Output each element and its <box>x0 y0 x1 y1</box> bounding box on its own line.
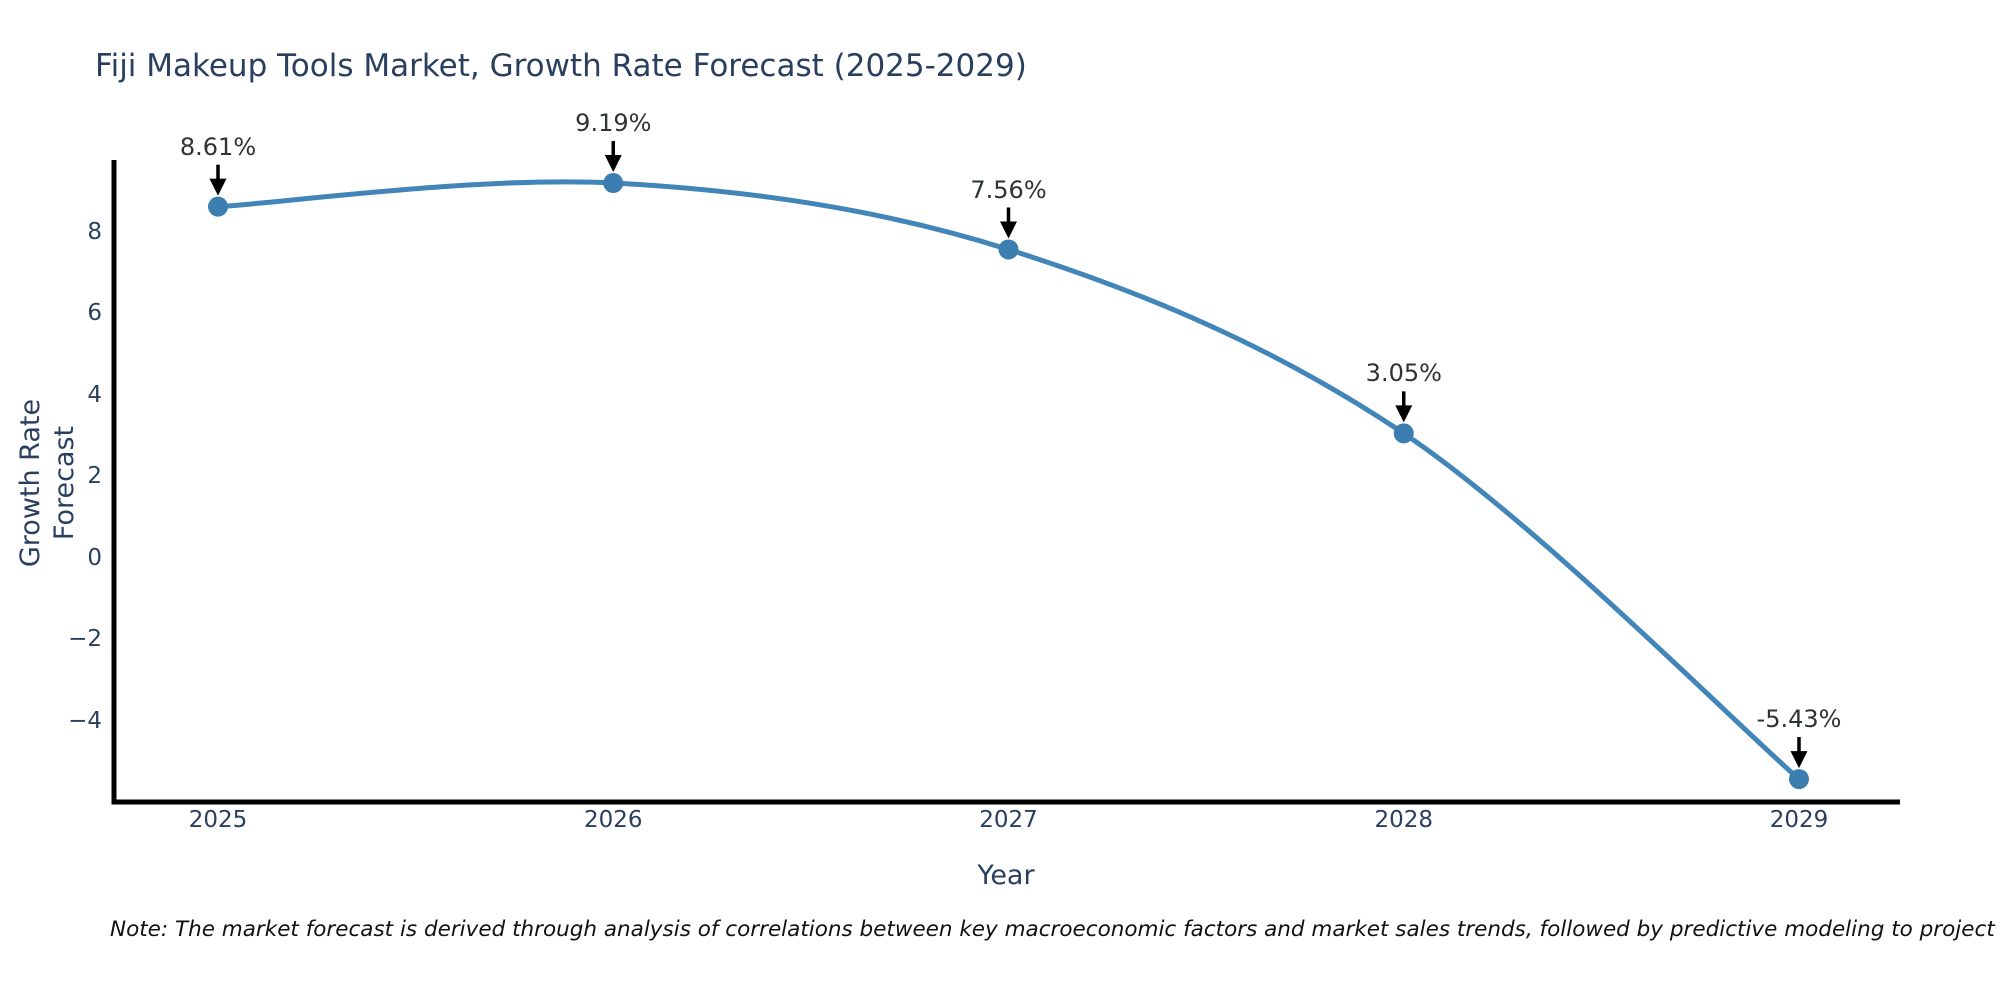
point-value-label: -5.43% <box>1756 705 1842 734</box>
trend-line <box>215 179 1802 782</box>
x-tick-label: 2028 <box>1374 807 1434 833</box>
data-point-marker <box>998 239 1019 260</box>
y-tick-label: 2 <box>87 463 102 490</box>
y-tick-label: 8 <box>87 218 102 245</box>
data-point-marker <box>603 173 624 194</box>
annotation-arrowhead <box>604 155 622 173</box>
chart-title: Fiji Makeup Tools Market, Growth Rate Fo… <box>95 48 1027 84</box>
x-tick-label: 2025 <box>188 807 248 833</box>
point-value-label: 7.56% <box>970 175 1047 204</box>
y-axis-title: Growth Rate Forecast <box>15 398 80 568</box>
point-value-label: 9.19% <box>575 109 652 137</box>
y-tick-label: −4 <box>68 707 102 734</box>
y-tick-label: 0 <box>87 544 102 571</box>
data-point-marker <box>1789 769 1809 790</box>
annotation-arrowhead <box>209 178 227 196</box>
footnote: Note: The market forecast is derived thr… <box>110 917 2000 942</box>
y-tick-label: −2 <box>68 626 102 653</box>
y-tick-label: 4 <box>87 381 102 408</box>
x-tick-label: 2029 <box>1769 807 1829 833</box>
point-value-label: 3.05% <box>1365 359 1442 388</box>
annotation-arrowhead <box>1790 751 1808 769</box>
data-point-marker <box>208 196 228 217</box>
y-tick-label: 6 <box>87 300 102 327</box>
x-tick-label: 2026 <box>584 807 643 833</box>
data-point-marker <box>1393 423 1414 444</box>
point-value-label: 8.61% <box>179 132 257 161</box>
x-axis-title: Year <box>977 860 1035 891</box>
x-tick-label: 2027 <box>979 807 1038 833</box>
annotation-arrowhead <box>1000 221 1017 239</box>
annotation-arrowhead <box>1395 405 1413 423</box>
